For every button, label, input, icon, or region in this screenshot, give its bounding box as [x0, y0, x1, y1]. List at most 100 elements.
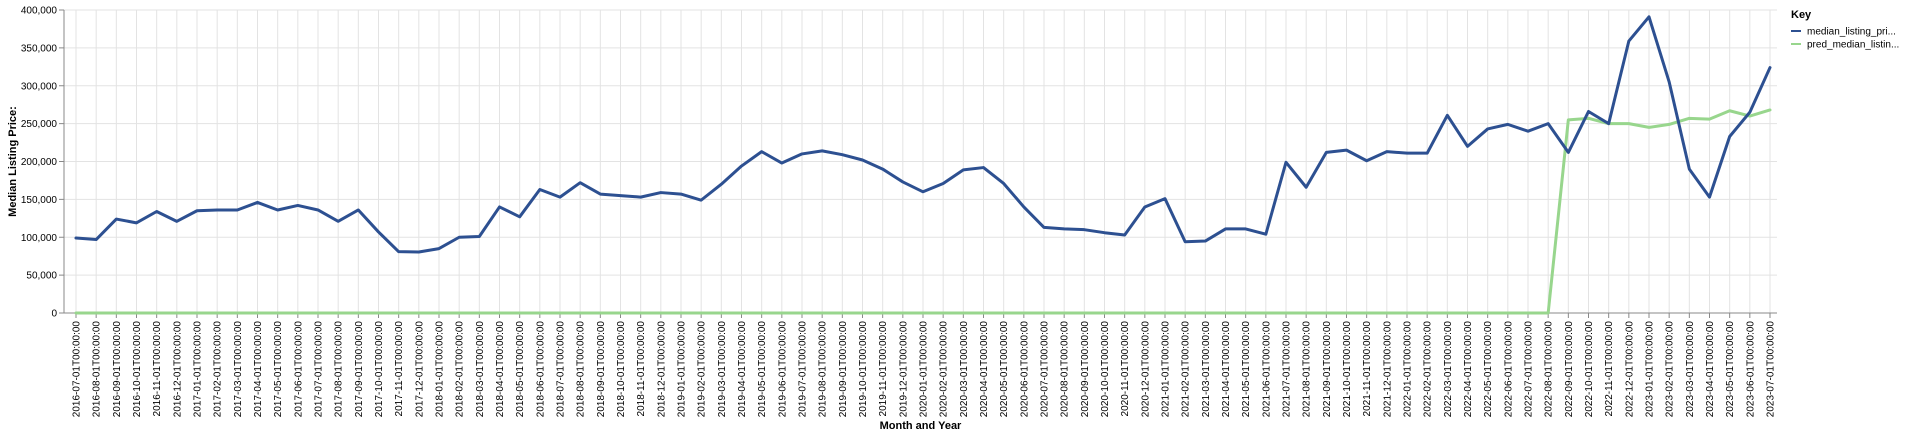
x-tick-label: 2017-02-01T00:00:00 — [213, 321, 224, 418]
x-tick-label: 2021-12-01T00:00:00 — [1382, 321, 1393, 418]
x-tick-label: 2020-10-01T00:00:00 — [1100, 321, 1111, 418]
x-tick-label: 2023-05-01T00:00:00 — [1725, 321, 1736, 418]
legend: Key median_listing_pri... pred_median_lis… — [1791, 9, 1899, 51]
x-tick-label: 2021-08-01T00:00:00 — [1302, 321, 1313, 418]
x-tick-label: 2017-03-01T00:00:00 — [233, 321, 244, 418]
y-axis-ticks: 0 50,000 100,000 150,000 200,000 250,000 300,0… — [21, 6, 64, 320]
x-tick-label: 2019-11-01T00:00:00 — [878, 321, 889, 417]
x-tick-label: 2021-05-01T00:00:00 — [1241, 321, 1252, 418]
x-tick-label: 2022-12-01T00:00:00 — [1624, 321, 1635, 418]
x-tick-label: 2019-05-01T00:00:00 — [757, 321, 768, 418]
x-tick-label: 2021-04-01T00:00:00 — [1221, 321, 1232, 418]
x-tick-label: 2021-03-01T00:00:00 — [1201, 321, 1212, 418]
x-tick-label: 2016-10-01T00:00:00 — [132, 321, 143, 418]
x-tick-label: 2020-01-01T00:00:00 — [919, 321, 930, 418]
y-tick-label: 350,000 — [21, 43, 58, 54]
x-tick-label: 2021-01-01T00:00:00 — [1161, 321, 1172, 418]
x-tick-label: 2018-08-01T00:00:00 — [576, 321, 587, 418]
x-tick-label: 2018-11-01T00:00:00 — [636, 321, 647, 417]
grid — [64, 9, 1777, 314]
x-tick-label: 2019-02-01T00:00:00 — [697, 321, 708, 418]
x-tick-label: 2017-05-01T00:00:00 — [273, 321, 284, 418]
x-tick-label: 2021-10-01T00:00:00 — [1342, 321, 1353, 418]
x-tick-label: 2022-01-01T00:00:00 — [1403, 321, 1414, 418]
y-tick-label: 100,000 — [21, 233, 58, 244]
x-tick-label: 2020-09-01T00:00:00 — [1080, 321, 1091, 418]
y-tick-label: 50,000 — [26, 271, 57, 282]
x-tick-label: 2023-07-01T00:00:00 — [1766, 321, 1777, 418]
x-tick-label: 2019-12-01T00:00:00 — [898, 321, 909, 418]
x-tick-label: 2019-01-01T00:00:00 — [677, 321, 688, 418]
x-tick-label: 2023-03-01T00:00:00 — [1685, 321, 1696, 418]
x-tick-label: 2021-07-01T00:00:00 — [1282, 321, 1293, 418]
x-tick-label: 2016-09-01T00:00:00 — [112, 321, 123, 418]
x-tick-label: 2018-02-01T00:00:00 — [455, 321, 466, 418]
x-tick-label: 2018-10-01T00:00:00 — [616, 321, 627, 418]
x-tick-label: 2018-09-01T00:00:00 — [596, 321, 607, 418]
x-tick-label: 2023-04-01T00:00:00 — [1705, 321, 1716, 418]
y-tick-label: 150,000 — [21, 195, 58, 206]
x-tick-label: 2023-01-01T00:00:00 — [1645, 321, 1656, 418]
x-tick-label: 2021-06-01T00:00:00 — [1261, 321, 1272, 418]
y-tick-label: 200,000 — [21, 157, 58, 168]
x-tick-label: 2019-03-01T00:00:00 — [717, 321, 728, 418]
legend-label-1: pred_median_listin... — [1807, 40, 1899, 51]
x-tick-label: 2019-08-01T00:00:00 — [818, 321, 829, 418]
x-tick-label: 2023-06-01T00:00:00 — [1745, 321, 1756, 418]
x-tick-label: 2021-02-01T00:00:00 — [1181, 321, 1192, 418]
x-tick-label: 2022-11-01T00:00:00 — [1604, 321, 1615, 417]
x-tick-label: 2022-04-01T00:00:00 — [1463, 321, 1474, 418]
x-tick-label: 2016-12-01T00:00:00 — [172, 321, 183, 418]
x-tick-label: 2019-07-01T00:00:00 — [798, 321, 809, 418]
x-tick-label: 2017-06-01T00:00:00 — [293, 321, 304, 418]
x-tick-label: 2017-11-01T00:00:00 — [394, 321, 405, 417]
x-tick-label: 2022-10-01T00:00:00 — [1584, 321, 1595, 418]
x-tick-label: 2020-05-01T00:00:00 — [999, 321, 1010, 418]
x-tick-label: 2021-09-01T00:00:00 — [1322, 321, 1333, 418]
x-tick-label: 2020-07-01T00:00:00 — [1040, 321, 1051, 418]
x-tick-label: 2016-07-01T00:00:00 — [72, 321, 83, 418]
x-tick-label: 2019-10-01T00:00:00 — [858, 321, 869, 418]
y-tick-label: 300,000 — [21, 81, 58, 92]
x-tick-label: 2022-05-01T00:00:00 — [1483, 321, 1494, 418]
x-tick-label: 2017-12-01T00:00:00 — [414, 321, 425, 418]
x-axis-ticks: 2016-07-01T00:00:00 2016-08-01T00:00:00 20… — [72, 313, 1777, 417]
x-tick-label: 2022-07-01T00:00:00 — [1524, 321, 1535, 418]
x-tick-label: 2018-06-01T00:00:00 — [535, 321, 546, 418]
y-axis-title: Median Listing Price: — [7, 106, 19, 217]
x-tick-label: 2018-07-01T00:00:00 — [556, 321, 567, 418]
x-tick-label: 2020-04-01T00:00:00 — [979, 321, 990, 418]
x-tick-label: 2020-06-01T00:00:00 — [1019, 321, 1030, 418]
x-tick-label: 2019-06-01T00:00:00 — [777, 321, 788, 418]
x-tick-label: 2016-11-01T00:00:00 — [152, 321, 163, 417]
x-tick-label: 2020-08-01T00:00:00 — [1060, 321, 1071, 418]
x-tick-label: 2019-04-01T00:00:00 — [737, 321, 748, 418]
series-lines — [74, 15, 1772, 315]
x-tick-label: 2022-02-01T00:00:00 — [1423, 321, 1434, 418]
legend-label-0: median_listing_pri... — [1807, 27, 1896, 38]
x-tick-label: 2022-03-01T00:00:00 — [1443, 321, 1454, 418]
x-tick-label: 2020-02-01T00:00:00 — [939, 321, 950, 418]
x-tick-label: 2022-06-01T00:00:00 — [1503, 321, 1514, 418]
x-tick-label: 2020-11-01T00:00:00 — [1120, 321, 1131, 417]
y-tick-label: 0 — [51, 309, 57, 320]
x-tick-label: 2017-04-01T00:00:00 — [253, 321, 264, 418]
x-tick-label: 2018-12-01T00:00:00 — [656, 321, 667, 418]
x-tick-label: 2017-10-01T00:00:00 — [374, 321, 385, 418]
x-tick-label: 2020-03-01T00:00:00 — [959, 321, 970, 418]
x-tick-label: 2018-05-01T00:00:00 — [515, 321, 526, 418]
series-line-0 — [74, 15, 1772, 254]
x-tick-label: 2017-01-01T00:00:00 — [193, 321, 204, 418]
x-axis-title: Month and Year — [880, 420, 962, 432]
x-tick-label: 2021-11-01T00:00:00 — [1362, 321, 1373, 417]
y-tick-label: 400,000 — [21, 6, 58, 17]
legend-title: Key — [1791, 9, 1812, 21]
y-tick-label: 250,000 — [21, 119, 58, 130]
x-tick-label: 2017-08-01T00:00:00 — [334, 321, 345, 418]
x-tick-label: 2016-08-01T00:00:00 — [92, 321, 103, 418]
x-tick-label: 2019-09-01T00:00:00 — [838, 321, 849, 418]
x-tick-label: 2017-07-01T00:00:00 — [314, 321, 325, 418]
x-tick-label: 2022-09-01T00:00:00 — [1564, 321, 1575, 418]
x-tick-label: 2017-09-01T00:00:00 — [354, 321, 365, 418]
